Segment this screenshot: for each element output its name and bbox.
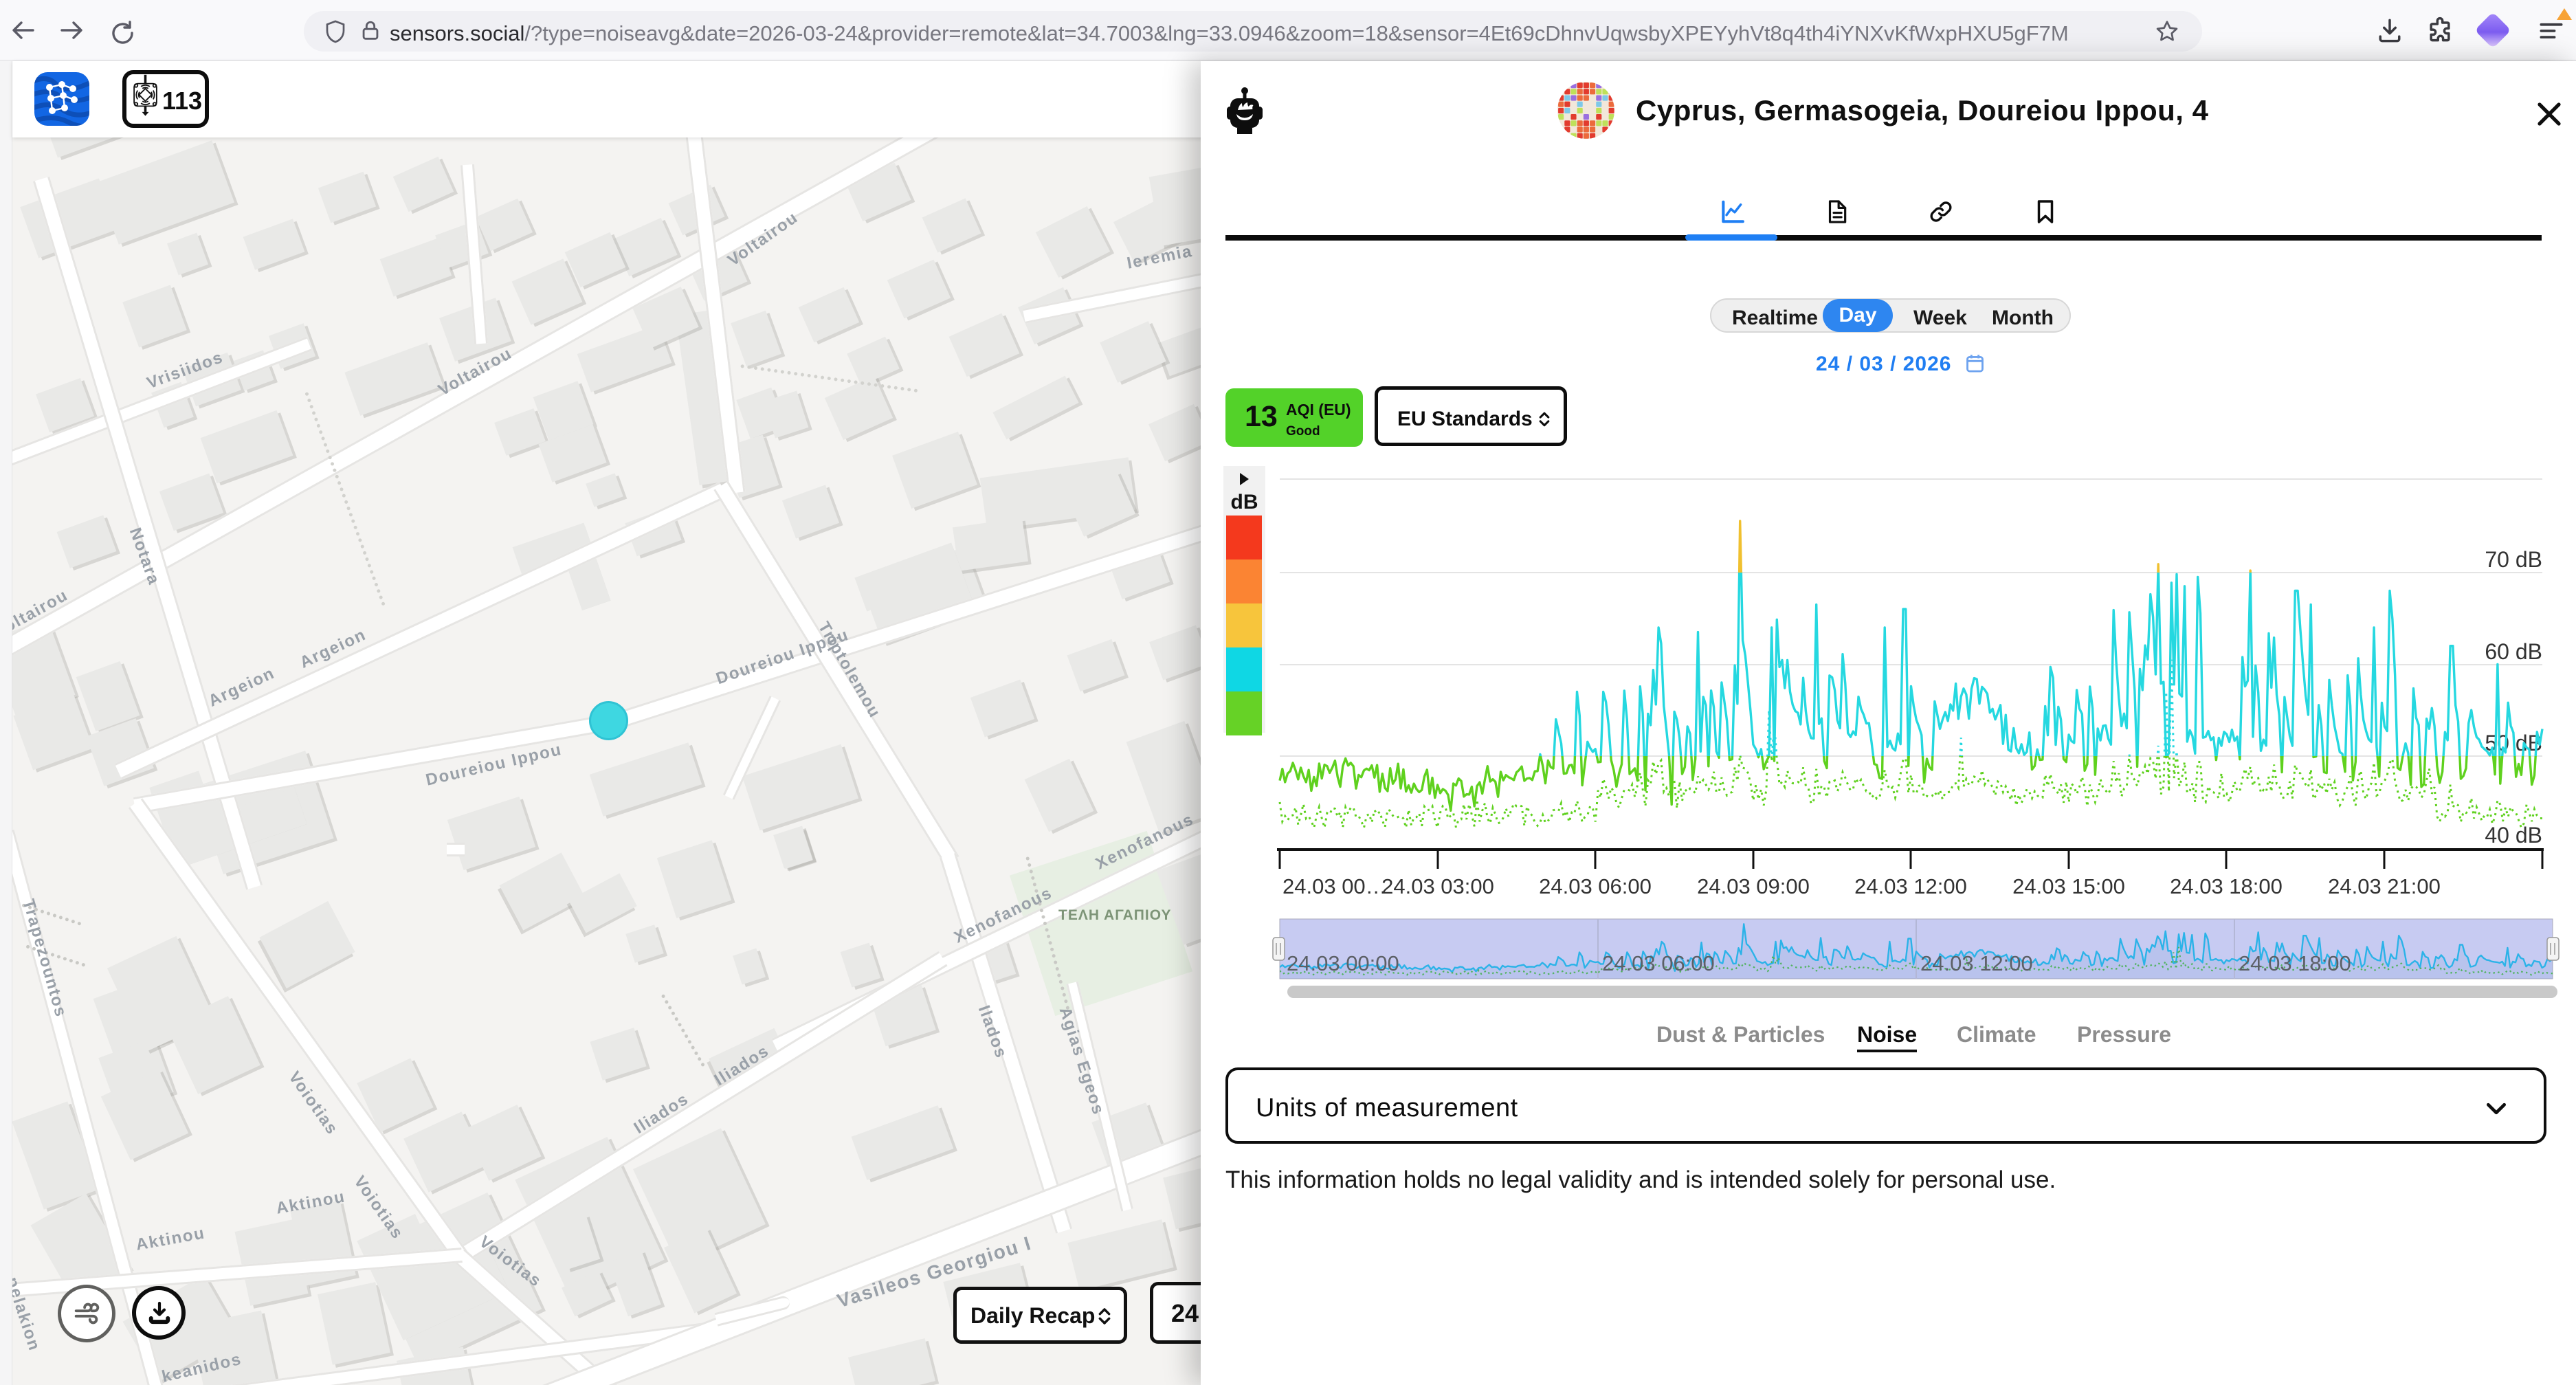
svg-text:24.03 18:00: 24.03 18:00 (2170, 874, 2283, 898)
svg-text:24.03 06:00: 24.03 06:00 (1539, 874, 1652, 898)
svg-text:24.03 03:00: 24.03 03:00 (1381, 874, 1494, 898)
svg-text:24.03 18:00: 24.03 18:00 (2239, 951, 2351, 975)
svg-text:24.03 06:00: 24.03 06:00 (1602, 951, 1715, 975)
svg-text:70 dB: 70 dB (2485, 547, 2542, 572)
svg-text:24.03 15:00: 24.03 15:00 (2012, 874, 2125, 898)
svg-text:24.03 00:00: 24.03 00:00 (1287, 951, 1399, 975)
svg-text:24.03 12:00: 24.03 12:00 (1854, 874, 1967, 898)
svg-text:24.03 12:00: 24.03 12:00 (1920, 951, 2033, 975)
svg-text:40 dB: 40 dB (2485, 823, 2542, 847)
svg-text:24.03 00…: 24.03 00… (1283, 874, 1387, 898)
svg-text:24.03 21:00: 24.03 21:00 (2328, 874, 2441, 898)
svg-text:24.03 09:00: 24.03 09:00 (1697, 874, 1810, 898)
svg-text:60 dB: 60 dB (2485, 639, 2542, 664)
